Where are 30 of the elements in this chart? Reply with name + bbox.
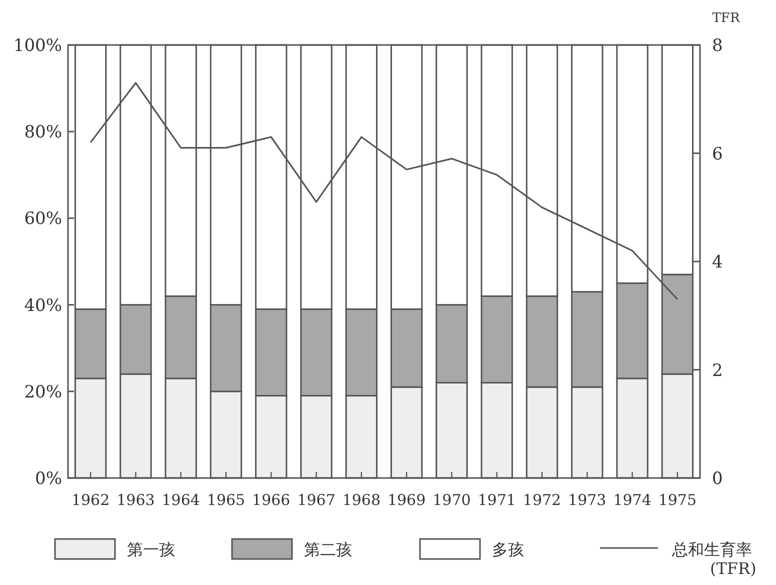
x-tick-label: 1973 [568,491,606,509]
x-tick-label: 1964 [162,491,200,509]
y2-axis-title: TFR [712,11,741,26]
y2-tick-label: 0 [712,469,723,489]
x-tick-label: 1975 [658,491,697,509]
x-tick-label: 1974 [613,491,652,509]
x-tick-label: 1966 [252,491,290,509]
y-tick-label: 0% [35,469,62,489]
legend-label: 第一孩 [127,540,175,559]
y2-tick-label: 4 [712,252,723,272]
x-tick-label: 1969 [387,491,426,509]
y-tick-label: 100% [13,36,62,56]
legend-label: 总和生育率 (TFR) [671,540,756,578]
y-tick-label: 60% [24,209,62,230]
y2-tick-label: 2 [712,360,723,381]
x-tick-label: 1967 [297,491,336,509]
x-tick-label: 1970 [432,491,471,509]
x-tick-label: 1962 [71,491,110,509]
y2-tick-label: 8 [712,36,723,56]
x-tick-label: 1963 [116,491,155,509]
x-tick-label: 1968 [342,491,381,509]
y-tick-label: 20% [24,382,62,402]
y2-tick-label: 6 [712,144,723,164]
y-tick-label: 40% [24,296,62,316]
x-tick-label: 1972 [522,491,562,509]
legend-label: 多孩 [492,540,524,559]
x-tick-label: 1971 [478,491,516,509]
y-tick-label: 80% [24,122,62,143]
legend-label: 第二孩 [304,540,352,559]
x-tick-label: 1965 [206,491,246,509]
